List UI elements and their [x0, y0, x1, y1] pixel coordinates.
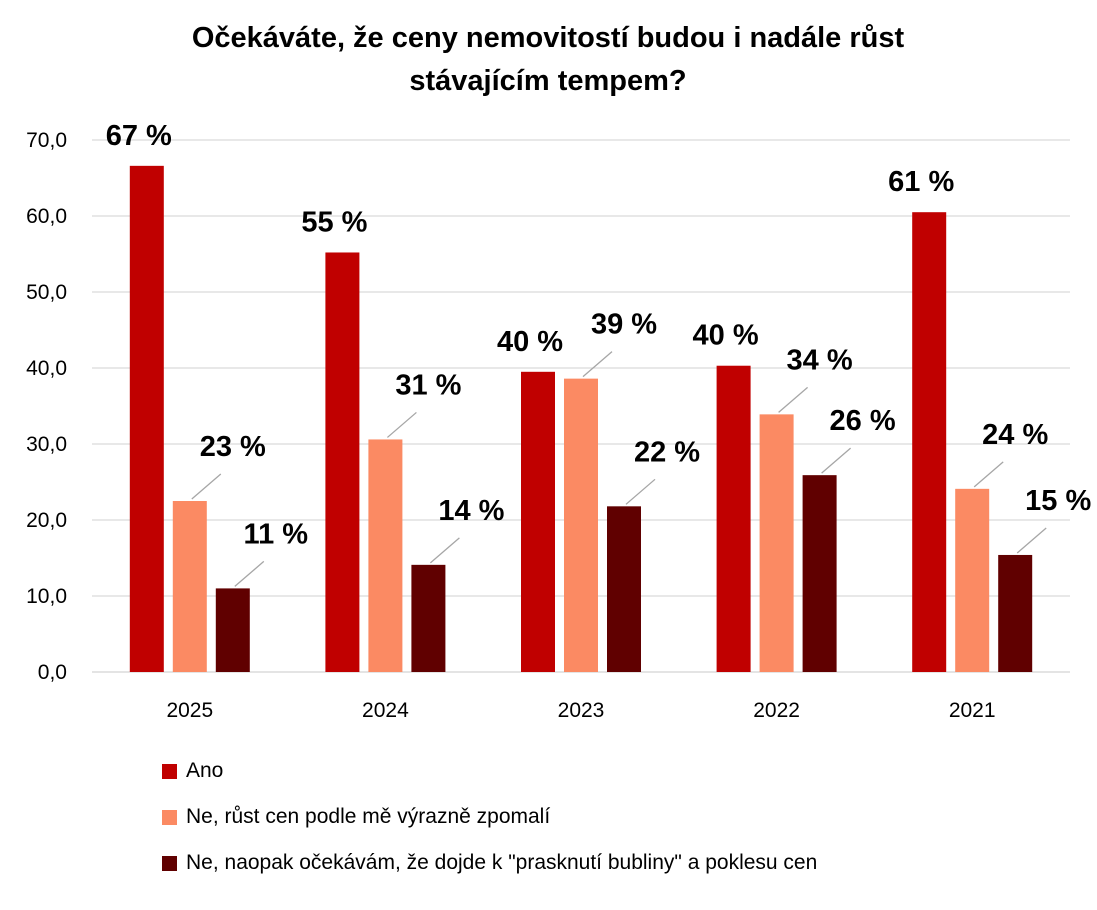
bar-zpomali-2024: [368, 439, 403, 672]
bar-ano-2024: [325, 252, 360, 673]
bars: [129, 165, 1033, 673]
legend-label-bublina: Ne, naopak očekávám, že dojde k "prasknu…: [186, 851, 818, 874]
x-tick-label: 2021: [949, 699, 996, 722]
bar-zpomali-2023: [564, 378, 598, 672]
data-label-bublina-2023: 22 %: [634, 436, 700, 468]
leader-line: [582, 351, 613, 378]
data-label-bublina-2021: 15 %: [1025, 485, 1091, 517]
data-label-ano-2021: 61 %: [888, 166, 954, 198]
legend: Ano Ne, růst cen podle mě výrazně zpomal…: [162, 748, 817, 886]
bar-bublina-2022: [802, 475, 837, 672]
legend-item-ano: Ano: [162, 748, 817, 794]
data-label-zpomali-2021: 24 %: [982, 419, 1048, 451]
y-tick-label: 20,0: [26, 509, 67, 532]
x-tick-label: 2025: [166, 699, 213, 722]
y-tick-label: 0,0: [38, 661, 67, 684]
leader-line: [778, 386, 809, 413]
legend-label-zpomali: Ne, růst cen podle mě výrazně zpomalí: [186, 805, 551, 828]
y-tick-label: 10,0: [26, 585, 67, 608]
x-tick-label: 2022: [753, 699, 800, 722]
legend-item-zpomali: Ne, růst cen podle mě výrazně zpomalí: [162, 794, 817, 840]
data-label-ano-2023: 40 %: [497, 326, 563, 358]
bar-ano-2023: [521, 371, 555, 672]
bar-ano-2022: [716, 365, 751, 672]
data-label-ano-2024: 55 %: [301, 206, 367, 238]
legend-label-ano: Ano: [186, 759, 224, 782]
bar-bublina-2023: [607, 506, 641, 672]
leader-line: [1016, 527, 1047, 554]
data-label-ano-2022: 40 %: [693, 320, 759, 352]
y-tick-label: 60,0: [26, 205, 67, 228]
legend-swatch-ano: [162, 763, 177, 779]
data-label-bublina-2025: 11 %: [244, 518, 309, 550]
chart-title-line-2: stávajícím tempem?: [409, 65, 686, 97]
leader-lines: [191, 351, 1047, 587]
bar-chart: Očekáváte, že ceny nemovitostí budou i n…: [26, 22, 1092, 722]
bar-zpomali-2022: [759, 414, 794, 672]
x-axis-ticks: 2025 2024 2023 2022 2021: [166, 699, 995, 722]
leader-line: [625, 478, 656, 505]
y-tick-label: 40,0: [26, 357, 67, 380]
bar-ano-2021: [912, 212, 947, 672]
data-label-zpomali-2023: 39 %: [591, 309, 657, 341]
data-label-ano-2025: 67 %: [106, 120, 172, 152]
x-tick-label: 2024: [362, 699, 409, 722]
leader-line: [234, 560, 265, 587]
bar-bublina-2025: [215, 588, 250, 672]
y-tick-label: 50,0: [26, 281, 67, 304]
x-tick-label: 2023: [558, 699, 605, 722]
data-label-zpomali-2022: 34 %: [787, 344, 853, 376]
y-axis-ticks: 0,0 10,0 20,0 30,0 40,0 50,0 60,0 70,0: [26, 129, 67, 684]
y-tick-label: 70,0: [26, 129, 67, 152]
bar-ano-2025: [129, 165, 164, 672]
bar-bublina-2024: [411, 564, 446, 672]
leader-line: [821, 447, 852, 474]
leader-line: [973, 461, 1004, 488]
legend-swatch-zpomali: [162, 809, 177, 825]
legend-item-bublina: Ne, naopak očekávám, že dojde k "prasknu…: [162, 840, 817, 886]
leader-line: [191, 473, 222, 500]
y-tick-label: 30,0: [26, 433, 67, 456]
bar-zpomali-2025: [172, 501, 207, 672]
leader-line: [429, 537, 460, 564]
data-label-bublina-2022: 26 %: [830, 405, 896, 437]
bar-zpomali-2021: [955, 488, 990, 672]
data-label-zpomali-2025: 23 %: [200, 431, 266, 463]
chart-title-line-1: Očekáváte, že ceny nemovitostí budou i n…: [192, 22, 905, 54]
legend-swatch-bublina: [162, 855, 177, 871]
data-labels: 67 % 23 % 11 % 55 % 31 % 14 % 40 % 39 % 22 % 40 %…: [106, 120, 1092, 551]
bar-bublina-2021: [998, 554, 1033, 672]
data-label-bublina-2024: 14 %: [438, 495, 504, 527]
data-label-zpomali-2024: 31 %: [395, 369, 461, 401]
leader-line: [386, 411, 417, 438]
